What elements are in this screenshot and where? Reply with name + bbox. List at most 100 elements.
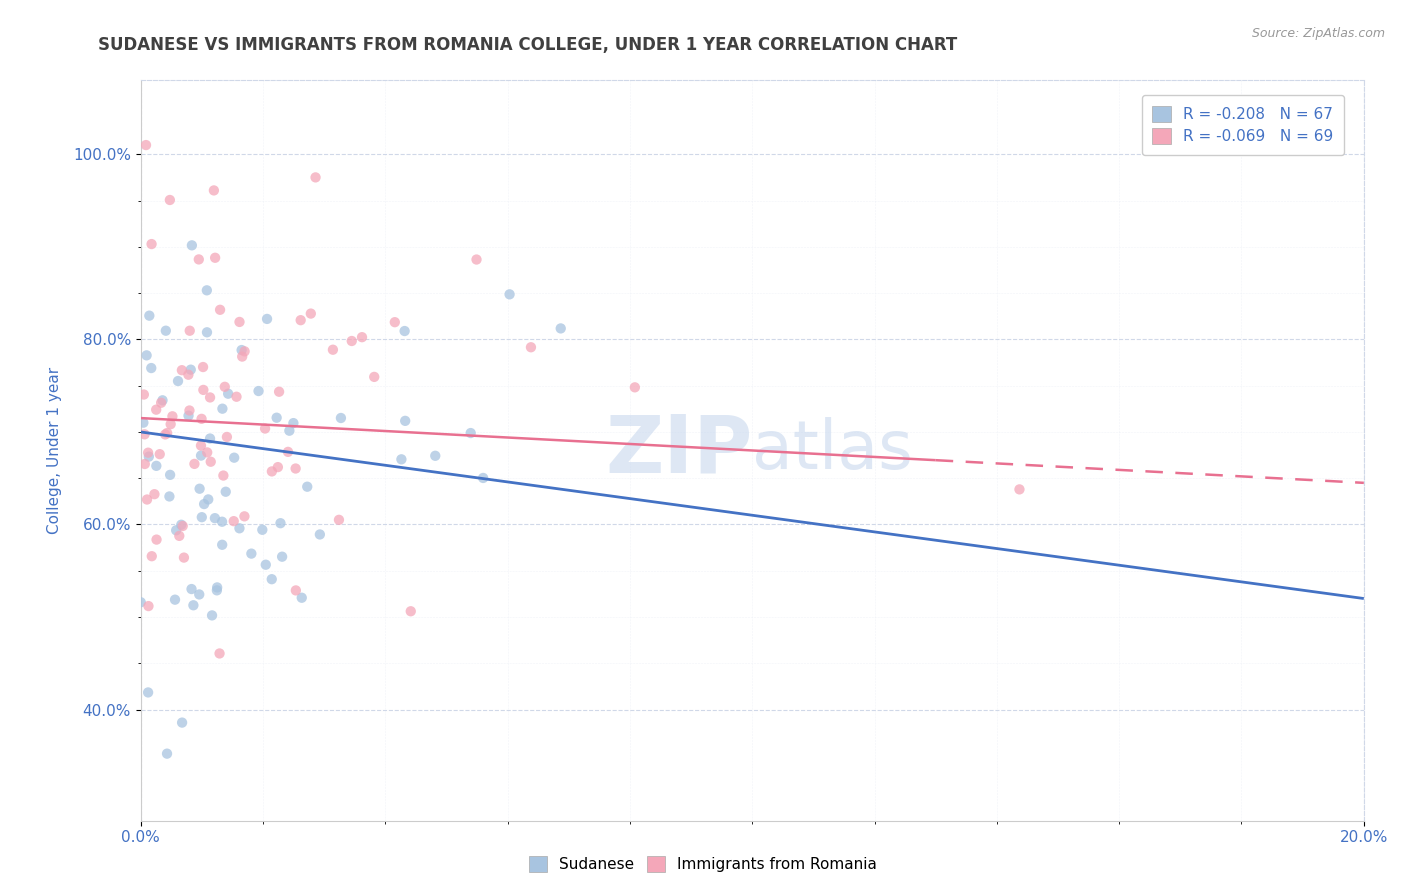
Point [190, 412, 212, 426]
Point [191, 510, 214, 524]
Point [252, 523, 274, 537]
Point [172, 519, 194, 533]
Point [150, 396, 173, 410]
Point [204, 511, 226, 525]
Point [200, 455, 222, 469]
Point [155, 324, 177, 338]
Point [136, 445, 159, 459]
Point [290, 313, 312, 327]
Point [143, 487, 166, 501]
Point [165, 523, 187, 537]
Y-axis label: College, Under 1 year: College, Under 1 year [46, 367, 62, 534]
Point [136, 685, 159, 699]
Point [460, 425, 482, 440]
Point [167, 374, 190, 388]
Point [267, 384, 290, 399]
Point [550, 321, 572, 335]
Point [145, 402, 167, 417]
Point [195, 445, 218, 459]
Text: atlas: atlas [752, 417, 912, 483]
Point [134, 457, 156, 471]
Point [136, 492, 159, 507]
Point [163, 592, 186, 607]
Point [205, 583, 228, 598]
Point [173, 550, 195, 565]
Point [329, 411, 352, 425]
Point [202, 183, 225, 197]
Point [195, 283, 218, 297]
Point [159, 467, 181, 482]
Point [231, 350, 253, 364]
Point [322, 343, 344, 357]
Point [191, 359, 214, 374]
Point [231, 343, 253, 357]
Point [156, 747, 179, 761]
Point [155, 427, 177, 442]
Point [141, 361, 163, 376]
Point [198, 391, 221, 405]
Point [180, 238, 202, 252]
Point [267, 460, 290, 475]
Point [304, 170, 326, 185]
Point [271, 549, 294, 564]
Point [266, 410, 288, 425]
Point [145, 533, 167, 547]
Point [183, 457, 205, 471]
Point [340, 334, 363, 348]
Point [198, 432, 221, 446]
Text: SUDANESE VS IMMIGRANTS FROM ROMANIA COLLEGE, UNDER 1 YEAR CORRELATION CHART: SUDANESE VS IMMIGRANTS FROM ROMANIA COLL… [98, 36, 957, 54]
Point [299, 307, 322, 321]
Point [254, 558, 277, 572]
Point [222, 514, 245, 528]
Point [399, 604, 422, 618]
Point [209, 302, 232, 317]
Point [156, 425, 179, 440]
Point [212, 468, 235, 483]
Point [162, 409, 184, 424]
Point [201, 608, 224, 623]
Point [228, 521, 250, 535]
Point [465, 252, 488, 267]
Point [225, 390, 247, 404]
Point [149, 447, 172, 461]
Point [247, 384, 270, 398]
Point [138, 599, 160, 613]
Point [187, 252, 209, 267]
Point [145, 458, 167, 473]
Point [183, 599, 205, 613]
Text: Source: ZipAtlas.com: Source: ZipAtlas.com [1251, 27, 1385, 40]
Point [159, 417, 181, 432]
Point [141, 237, 163, 252]
Point [224, 450, 246, 465]
Point [308, 527, 330, 541]
Point [291, 591, 314, 605]
Legend: Sudanese, Immigrants from Romania: Sudanese, Immigrants from Romania [522, 848, 884, 880]
Point [1008, 483, 1031, 497]
Point [228, 315, 250, 329]
Point [177, 368, 200, 382]
Point [180, 362, 202, 376]
Point [624, 380, 647, 394]
Point [135, 348, 157, 362]
Point [350, 330, 373, 344]
Point [283, 416, 305, 430]
Point [179, 324, 201, 338]
Point [384, 315, 406, 329]
Point [188, 587, 211, 601]
Point [328, 513, 350, 527]
Point [138, 450, 160, 464]
Point [138, 309, 160, 323]
Point [134, 427, 156, 442]
Point [425, 449, 447, 463]
Point [193, 383, 215, 397]
Point [217, 386, 239, 401]
Point [197, 492, 219, 507]
Point [240, 547, 263, 561]
Point [363, 370, 385, 384]
Point [159, 193, 181, 207]
Point [204, 251, 226, 265]
Point [211, 538, 233, 552]
Point [214, 380, 236, 394]
Point [208, 647, 231, 661]
Point [269, 516, 291, 531]
